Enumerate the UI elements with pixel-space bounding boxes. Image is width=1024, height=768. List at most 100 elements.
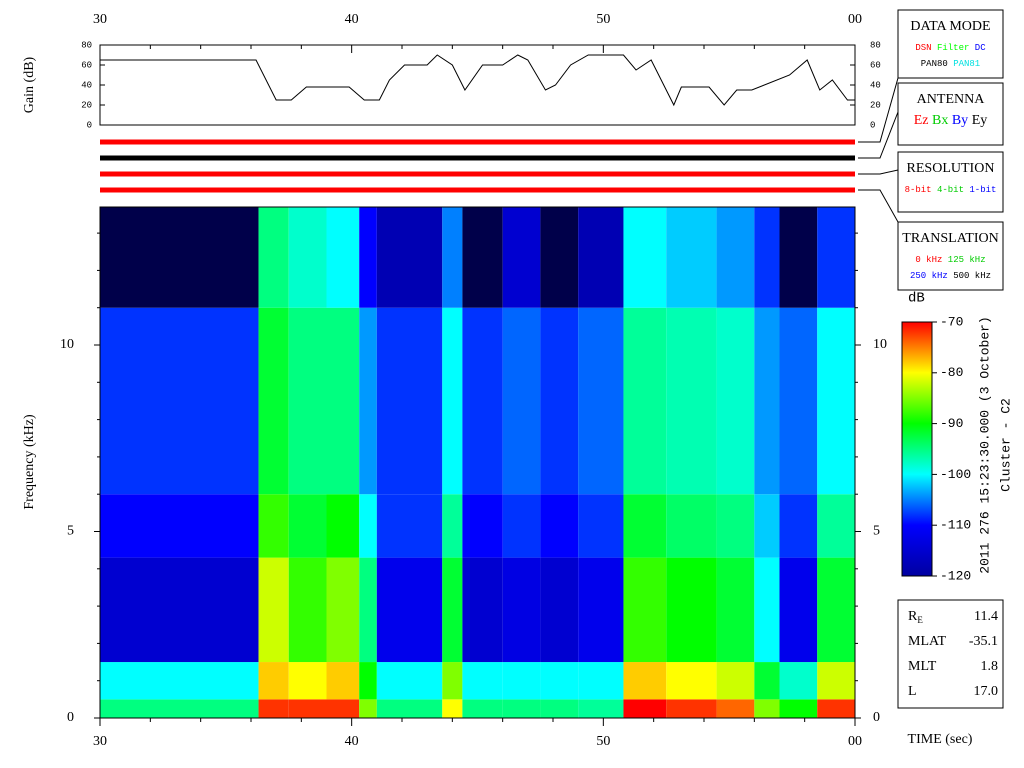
spectrogram-cell	[779, 307, 818, 495]
plot-frame	[99, 206, 856, 719]
spectrogram-cell	[502, 557, 541, 663]
spectrogram-cell	[376, 699, 443, 718]
panel-item: 500 kHz	[953, 271, 991, 281]
spectrogram-cell	[623, 307, 667, 495]
info-value: 17.0	[974, 684, 999, 699]
info-label-text: R	[908, 609, 918, 624]
spectrogram-cell	[779, 662, 818, 700]
spectrogram-cell	[817, 557, 855, 663]
spectrogram-cell	[817, 699, 855, 718]
spectrogram-cell	[540, 207, 579, 308]
info-label-sub: E	[917, 615, 923, 625]
spectrogram-cell	[359, 662, 377, 700]
spectrogram-cell	[288, 557, 327, 663]
spectrogram-cell	[442, 662, 463, 700]
spectrogram-cell	[540, 557, 579, 663]
spectrogram-cell	[462, 557, 503, 663]
spectrogram-cell	[666, 494, 717, 558]
panel-item: 0 kHz	[915, 255, 942, 265]
spectrogram-cell	[100, 307, 259, 495]
y-tick-label: 20	[870, 100, 881, 110]
colorbar-tick-label: -110	[940, 518, 971, 533]
info-value: 1.8	[981, 659, 999, 674]
y-tick-label: 80	[870, 40, 881, 50]
spectrogram-cell	[623, 699, 667, 718]
spectrogram-cell	[258, 662, 289, 700]
colorbar-label: dB	[908, 291, 925, 307]
spectrogram-cell	[100, 207, 259, 308]
panel-item: PAN80	[921, 59, 948, 69]
spectrogram-cell	[779, 494, 818, 558]
y-tick-label: 5	[873, 524, 880, 539]
spectrogram-cell	[100, 699, 259, 718]
spectrogram-cell	[326, 557, 360, 663]
panel-row: PAN80 PAN81	[921, 59, 980, 69]
y-tick-label: 60	[81, 60, 92, 70]
connector	[858, 111, 899, 159]
y-tick-label: 40	[81, 80, 92, 90]
spectrogram-cell	[376, 494, 443, 558]
spectrogram-cell	[502, 662, 541, 700]
panel-box	[897, 151, 1004, 213]
spectrogram-cell	[578, 699, 624, 718]
date-annotation: 2011 276 15:23:30.000 (3 October)	[977, 316, 992, 573]
spectrogram-cell	[326, 494, 360, 558]
spectrogram-cell	[578, 307, 624, 495]
spectrogram-cell	[540, 307, 579, 495]
panel-item: 1-bit	[969, 185, 996, 195]
spectrogram-cell	[716, 557, 755, 663]
colorbar-tick-label: -100	[940, 467, 971, 482]
spectrogram-cell	[359, 557, 377, 663]
spectrogram-cell	[376, 557, 443, 663]
y-tick-label: 5	[67, 524, 74, 539]
spectrogram-cell	[578, 662, 624, 700]
y-tick-label: 80	[81, 40, 92, 50]
y-tick-label: 0	[67, 710, 74, 725]
panel-item: 8-bit	[905, 185, 932, 195]
spectrogram-cell	[359, 699, 377, 718]
colorbar-tick-label: -80	[940, 365, 963, 380]
panel-item: Ey	[972, 113, 988, 128]
panel-row: 250 kHz 500 kHz	[910, 271, 991, 281]
panel-item: 250 kHz	[910, 271, 948, 281]
spectrogram-cell	[754, 494, 780, 558]
spectrogram-cell	[666, 699, 717, 718]
colorbar-tick-label: -70	[940, 314, 963, 329]
panel-title: ANTENNA	[917, 92, 986, 107]
spectrogram-cell	[502, 699, 541, 718]
spectrogram-cell	[288, 307, 327, 495]
panel-item: 4-bit	[937, 185, 964, 195]
spacecraft-annotation: Cluster - C2	[998, 398, 1013, 492]
panel-title: RESOLUTION	[907, 161, 995, 176]
panel-item: Bx	[932, 113, 948, 128]
spectrogram-cell	[376, 307, 443, 495]
spectrogram-cell	[100, 557, 259, 663]
panel-row: 0 kHz 125 kHz	[915, 255, 985, 265]
panel-item: DC	[975, 43, 986, 53]
spectrogram-cell	[716, 494, 755, 558]
x-tick-label: 00	[848, 734, 862, 749]
panel-box	[897, 82, 1004, 146]
panel-title: TRANSLATION	[902, 231, 998, 246]
spectrogram-cell	[754, 699, 780, 718]
spectrogram-cell	[623, 494, 667, 558]
y-tick-label: 0	[870, 120, 875, 130]
spectrogram-cell	[716, 662, 755, 700]
spectrogram-cell	[258, 699, 289, 718]
y-tick-label: 0	[873, 710, 880, 725]
spectrogram-cell	[623, 207, 667, 308]
spectrogram-cell	[779, 207, 818, 308]
connector	[858, 189, 899, 223]
spectrogram-cell	[359, 307, 377, 495]
gain-axis-label: Gain (dB)	[22, 56, 37, 113]
panel-row: 8-bit 4-bit 1-bit	[905, 185, 997, 195]
y-tick-label: 0	[87, 120, 92, 130]
spectrogram-cell	[288, 662, 327, 700]
spectrogram-cell	[258, 207, 289, 308]
spectrogram-cell	[326, 699, 360, 718]
spectrogram-cell	[359, 207, 377, 308]
spectrogram-cell	[540, 662, 579, 700]
info-label-text: L	[908, 684, 917, 699]
panel-item: Filter	[937, 43, 969, 53]
